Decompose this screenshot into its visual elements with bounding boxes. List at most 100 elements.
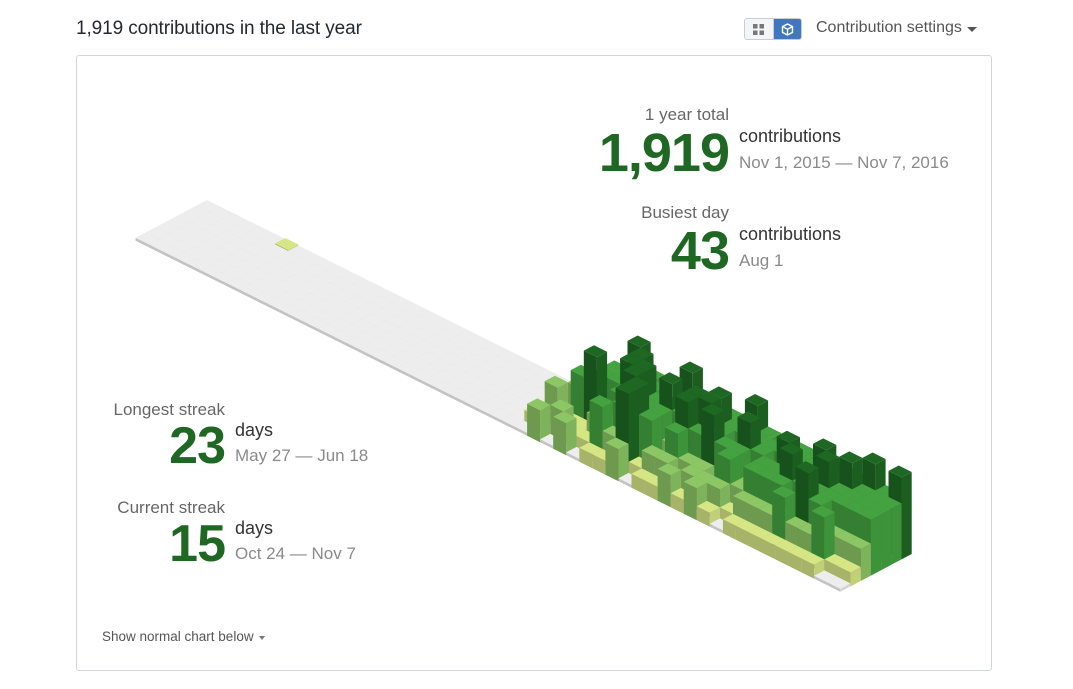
cell-top-face xyxy=(227,277,251,290)
cell-top-face xyxy=(691,459,715,471)
cell-left-face xyxy=(370,354,384,365)
cell-top-face xyxy=(675,390,699,403)
cell-top-face xyxy=(795,461,819,473)
cell-top-face xyxy=(251,237,276,250)
contribution-settings-label: Contribution settings xyxy=(816,19,962,36)
cell-top-face xyxy=(211,259,235,272)
cell-top-face xyxy=(435,381,459,394)
cell-top-face xyxy=(701,403,725,416)
cell-top-face xyxy=(200,264,225,277)
cell-top-face xyxy=(638,409,663,421)
cell-top-face xyxy=(228,236,252,249)
show-normal-chart-label: Show normal chart below xyxy=(102,629,254,644)
cell-top-face xyxy=(145,227,170,239)
cell-top-face xyxy=(296,281,320,294)
cell-left-face xyxy=(501,419,515,430)
busiest-value: 43 xyxy=(670,221,730,281)
total-range: Nov 1, 2015 — Nov 7, 2016 xyxy=(739,153,949,172)
cell-top-face xyxy=(834,530,858,543)
busiest-label: Busiest day xyxy=(641,203,729,222)
cell-top-face xyxy=(523,362,547,375)
cell-top-face xyxy=(456,371,480,383)
cell-top-face xyxy=(279,303,303,316)
cell-top-face xyxy=(683,476,707,489)
cell-top-face xyxy=(189,217,213,230)
cell-top-face xyxy=(502,373,526,386)
cell-top-face xyxy=(583,345,608,358)
contribution-graph-card: 1 year total 1,919 contributions Nov 1, … xyxy=(76,55,992,671)
cell-top-face xyxy=(453,359,477,372)
cell-top-face xyxy=(405,304,429,316)
cell-top-face xyxy=(448,388,473,401)
chart-view-toggle[interactable] xyxy=(744,18,802,40)
cell-top-face xyxy=(333,288,357,301)
cell-top-face xyxy=(221,254,245,266)
cell-left-face xyxy=(827,582,841,592)
caret-down-icon xyxy=(966,26,977,32)
cell-right-face xyxy=(566,417,577,456)
cell-top-face xyxy=(693,471,718,483)
cell-left-face xyxy=(488,413,501,423)
cell-top-face xyxy=(865,490,889,503)
cell-left-face xyxy=(683,481,697,521)
cell-top-face xyxy=(409,368,433,381)
cell-left-face xyxy=(253,296,267,306)
cell-top-face xyxy=(515,379,539,392)
cell-top-face xyxy=(161,245,185,258)
cell-top-face xyxy=(837,560,861,573)
cell-top-face xyxy=(302,305,326,317)
cell-top-face xyxy=(431,317,455,329)
cell-top-face xyxy=(263,285,287,298)
cell-left-face xyxy=(788,551,802,573)
cell-top-face xyxy=(631,468,655,481)
cell-left-face xyxy=(670,493,684,514)
contribution-cell xyxy=(605,437,629,482)
cell-top-face xyxy=(417,351,441,364)
cell-left-face xyxy=(553,416,567,456)
cell-top-face xyxy=(276,292,300,304)
cell-top-face xyxy=(359,301,383,314)
cell-top-face xyxy=(811,505,835,518)
cell-left-face xyxy=(409,374,423,384)
cell-top-face xyxy=(372,308,396,321)
cell-top-face xyxy=(240,284,264,297)
contribution-settings-dropdown[interactable]: Contribution settings xyxy=(816,19,977,37)
cell-right-face xyxy=(870,514,882,576)
cell-top-face xyxy=(589,395,613,407)
cell-top-face xyxy=(388,326,412,339)
cell-left-face xyxy=(227,283,240,293)
cell-top-face xyxy=(679,361,703,374)
cell-left-face xyxy=(383,361,397,371)
cube-view-button[interactable] xyxy=(772,19,801,39)
cell-left-face xyxy=(644,480,658,501)
cell-top-face xyxy=(815,450,840,463)
cell-top-face xyxy=(357,342,381,355)
cell-top-face xyxy=(844,501,869,514)
cell-left-face xyxy=(762,538,776,560)
cell-top-face xyxy=(482,384,506,396)
cell-top-face xyxy=(749,526,773,539)
cell-top-face xyxy=(335,300,360,313)
cell-left-face xyxy=(527,403,541,443)
cell-top-face xyxy=(380,344,404,356)
cell-top-face xyxy=(785,516,809,529)
cell-top-face xyxy=(814,570,838,583)
cell-top-face xyxy=(437,340,461,353)
cell-top-face xyxy=(225,224,249,237)
show-normal-chart-link[interactable]: Show normal chart below xyxy=(102,629,265,644)
cell-top-face xyxy=(408,315,432,328)
cell-top-face xyxy=(148,238,172,251)
cell-top-face xyxy=(264,244,289,257)
cell-top-face xyxy=(473,348,497,361)
cell-right-face xyxy=(618,443,629,482)
cell-top-face xyxy=(293,269,318,282)
cell-top-face xyxy=(370,349,394,362)
grid-view-button[interactable] xyxy=(745,19,773,39)
cell-right-face xyxy=(891,503,902,565)
cell-top-face xyxy=(267,256,291,269)
cell-top-face xyxy=(292,310,316,323)
cell-top-face xyxy=(343,283,367,296)
cell-left-face xyxy=(605,442,619,482)
cell-top-face xyxy=(244,255,268,268)
cell-top-face xyxy=(156,221,180,234)
